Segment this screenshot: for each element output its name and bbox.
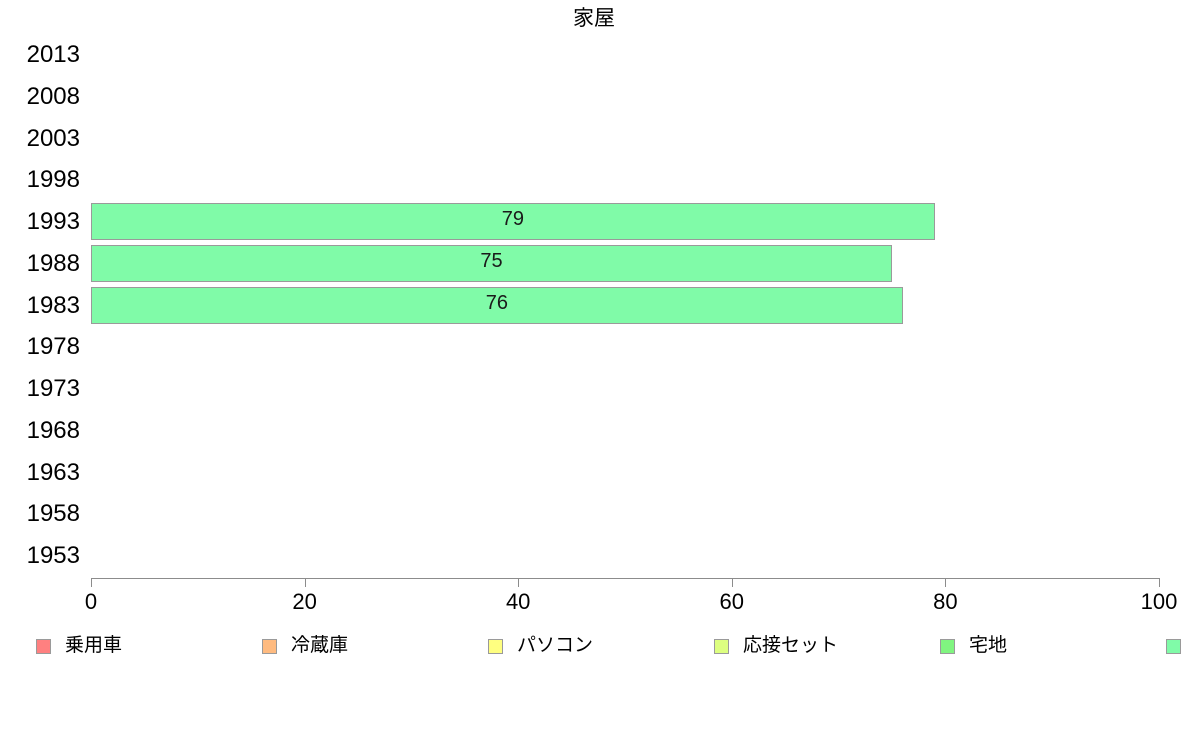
bar-series: 79 75 76 [91,34,1159,577]
bar-row [91,410,1159,452]
legend-label: 応接セット [743,635,839,656]
bar[interactable] [91,244,892,282]
bar-row [91,452,1159,494]
y-axis-tick-label: 2008 [26,82,80,110]
legend-item[interactable] [1166,631,1188,661]
y-axis-tick-label: 1958 [26,500,80,528]
legend-swatch-icon [714,638,729,654]
x-axis-tick [91,578,92,587]
x-axis-tick-label: 40 [505,589,531,614]
legend-item[interactable]: 宅地 [940,631,1007,661]
legend-swatch-icon [1166,638,1181,654]
y-axis-tick-label: 1978 [26,333,80,361]
y-axis-tick-label: 1983 [26,291,80,319]
x-axis-tick-label: 100 [1140,589,1178,614]
legend-item[interactable]: 乗用車 [36,631,122,661]
plot-area: 79 75 76 [91,34,1159,577]
bar-value-label: 75 [480,249,503,272]
legend-swatch-icon [262,638,277,654]
x-axis-tick [731,578,733,587]
legend-label: パソコン [517,635,594,656]
bar-row: 76 [91,285,1159,327]
y-axis-tick-label: 1998 [26,166,80,194]
legend-swatch-icon [940,638,955,654]
y-axis-tick-label: 2003 [26,124,80,152]
chart-title: 家屋 [573,7,615,30]
legend-label: 冷蔵庫 [291,635,349,656]
bar-row [91,535,1159,577]
x-axis-tick-label: 20 [292,589,317,614]
bar-row: 75 [91,243,1159,285]
x-axis-tick [945,578,947,587]
legend-item[interactable]: 冷蔵庫 [262,631,348,661]
x-axis-tick [518,578,520,587]
y-axis-tick-label: 1993 [26,208,80,236]
bar[interactable] [91,203,935,241]
legend-item[interactable]: パソコン [488,631,593,661]
y-axis-tick-label: 1988 [26,249,80,277]
x-axis-tick [304,578,306,587]
y-axis-labels: 2013 2008 2003 1998 1993 1988 1983 1978 … [0,34,80,577]
x-axis-tick-label: 60 [719,589,745,614]
bar-row [91,159,1159,201]
y-axis-tick-label: 1968 [26,416,80,444]
legend-label: 宅地 [969,635,1008,656]
chart-legend: 乗用車 冷蔵庫 パソコン 応接セット 宅地 [0,631,1188,665]
legend-item[interactable]: 応接セット [714,631,838,661]
y-axis-tick-label: 2013 [26,41,80,68]
legend-swatch-icon [488,638,503,654]
legend-label: 乗用車 [65,635,123,656]
x-axis-tick-label: 0 [84,589,98,614]
bar[interactable] [91,286,903,324]
y-axis-tick-label: 1953 [26,542,80,570]
bar-row [91,493,1159,535]
x-axis-tick [1159,578,1160,587]
bar-row: 79 [91,201,1159,243]
x-axis-line [91,578,1159,579]
x-axis-tick-label: 80 [933,589,958,614]
bar-row [91,76,1159,118]
bar-row [91,118,1159,160]
bar-row [91,326,1159,368]
y-axis-tick-label: 1963 [26,458,80,486]
bar-row [91,34,1159,76]
legend-swatch-icon [36,638,51,654]
bar-row [91,368,1159,410]
bar-value-label: 79 [501,208,524,231]
bar-value-label: 76 [485,291,508,314]
y-axis-tick-label: 1973 [26,375,80,403]
